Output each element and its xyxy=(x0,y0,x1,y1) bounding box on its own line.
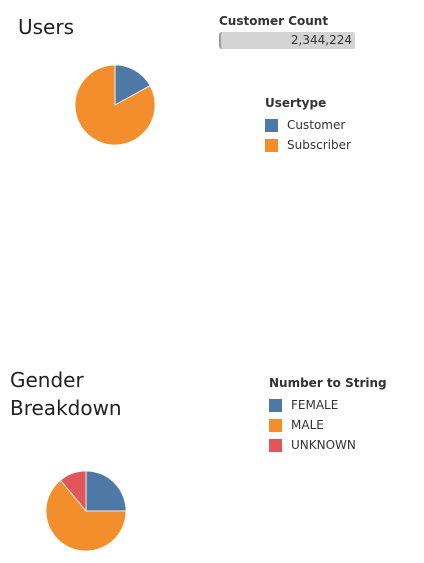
legend-item-female[interactable]: FEMALE xyxy=(269,395,387,415)
users-pie-slice-customer[interactable] xyxy=(114,64,151,106)
gender-pie-slice-female[interactable] xyxy=(85,470,127,512)
customer-count-value: 2,344,224 xyxy=(290,33,352,47)
users-pie-chart[interactable] xyxy=(70,60,160,150)
slider-handle[interactable] xyxy=(219,32,223,49)
usertype-legend-title: Usertype xyxy=(265,96,327,110)
legend-label: Customer xyxy=(287,118,346,132)
female-swatch xyxy=(269,398,282,412)
legend-label: FEMALE xyxy=(291,398,339,412)
gender-legend-title: Number to String xyxy=(269,376,387,390)
customer-count-label: Customer Count xyxy=(219,14,329,28)
legend-label: MALE xyxy=(291,418,324,432)
legend-label: UNKNOWN xyxy=(291,438,356,452)
male-swatch xyxy=(269,418,282,432)
unknown-swatch xyxy=(269,438,282,452)
usertype-legend: Usertype Customer Subscriber xyxy=(265,95,351,155)
subscriber-swatch xyxy=(265,138,278,152)
gender-legend: Number to String FEMALE MALE UNKNOWN xyxy=(269,375,387,455)
users-pie-slice-subscriber[interactable] xyxy=(74,64,156,146)
customer-count-filter: Customer Count 2,344,224 xyxy=(219,13,359,49)
gender-breakdown-title: Gender Breakdown xyxy=(10,368,122,420)
customer-swatch xyxy=(265,118,278,132)
gender-pie-chart[interactable] xyxy=(41,466,131,556)
gender-pie-slice-male[interactable] xyxy=(45,479,127,552)
legend-item-unknown[interactable]: UNKNOWN xyxy=(269,435,387,455)
legend-label: Subscriber xyxy=(287,138,351,152)
gender-pie-slice-unknown[interactable] xyxy=(59,470,87,513)
customer-count-slider[interactable]: 2,344,224 xyxy=(219,32,355,49)
legend-item-customer[interactable]: Customer xyxy=(265,115,351,135)
users-title: Users xyxy=(18,15,75,39)
legend-item-subscriber[interactable]: Subscriber xyxy=(265,135,351,155)
legend-item-male[interactable]: MALE xyxy=(269,415,387,435)
